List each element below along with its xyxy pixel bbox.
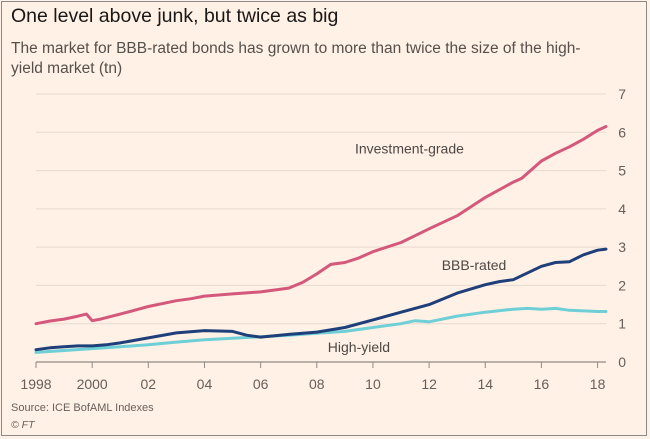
x-tick-label: 2000 [77,376,108,392]
series-label-investment-grade: Investment-grade [355,140,464,156]
y-tick-label: 2 [618,277,626,293]
series-label-high-yield: High-yield [328,339,390,355]
x-tick-label: 18 [590,376,606,392]
x-tick-label: 06 [253,376,269,392]
x-axis-ticks: 1998 2000 02 04 06 08 10 12 14 16 18 [20,362,606,392]
x-tick-label: 08 [309,376,325,392]
series-lines [34,125,608,354]
series-line-high-yield [34,306,608,354]
x-tick-label: 04 [197,376,213,392]
x-tick-label: 16 [534,376,550,392]
series-label-bbb-rated: BBB-rated [442,257,507,273]
y-tick-label: 7 [618,86,626,102]
x-tick-label: 14 [477,376,493,392]
x-tick-label: 12 [421,376,437,392]
y-tick-label: 3 [618,239,626,255]
ft-credit: © FT [11,419,35,431]
y-tick-label: 4 [618,201,626,217]
y-axis-ticks: 0 1 2 3 4 5 6 7 [618,86,626,370]
x-tick-label: 1998 [20,376,51,392]
y-tick-label: 5 [618,163,626,179]
series-line-bbb-rated [34,247,608,352]
series-line-investment-grade [34,125,608,326]
gridlines [36,93,606,363]
series-labels: Investment-grade BBB-rated High-yield [328,140,507,355]
chart-title: One level above junk, but twice as big [11,5,339,27]
y-tick-label: 1 [618,316,626,332]
chart-subtitle: The market for BBB-rated bonds has grown… [11,40,581,77]
x-tick-label: 02 [141,376,157,392]
source-note: Source: ICE BofAML Indexes [11,402,154,414]
x-tick-label: 10 [365,376,381,392]
y-tick-label: 0 [618,354,626,370]
y-tick-label: 6 [618,124,626,140]
